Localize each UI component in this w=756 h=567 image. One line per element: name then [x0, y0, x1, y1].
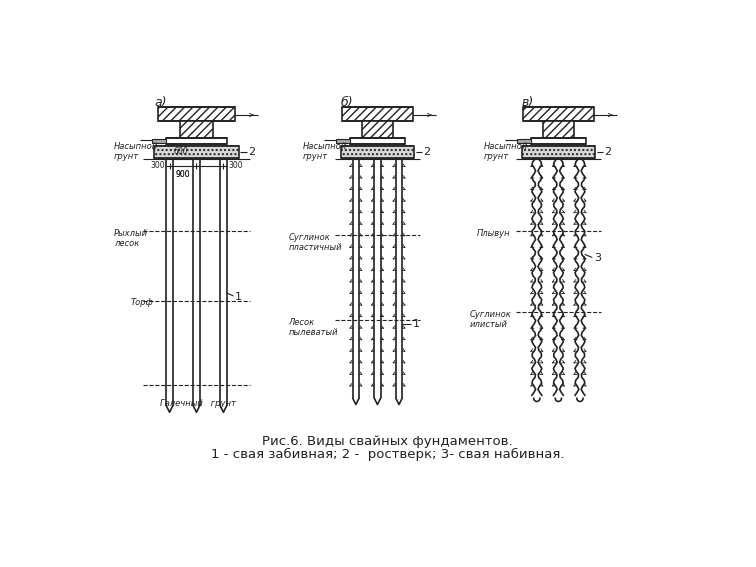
Text: Плывун: Плывун [477, 229, 511, 238]
Text: б): б) [340, 96, 353, 109]
Text: Рыхлый
лесок: Рыхлый лесок [114, 229, 148, 248]
Text: 2: 2 [423, 147, 430, 157]
Bar [543, 121, 574, 138]
Text: 600: 600 [174, 147, 188, 156]
Bar [180, 121, 213, 138]
Bar [341, 146, 414, 158]
Text: Галечный   грунт: Галечный грунт [160, 399, 235, 408]
Text: Суглинок
пластичный: Суглинок пластичный [289, 233, 342, 252]
Bar [517, 139, 531, 143]
Bar [154, 146, 239, 158]
Text: 300: 300 [150, 162, 165, 170]
Text: Насыпной
грунт: Насыпной грунт [302, 142, 346, 162]
Text: в): в) [522, 96, 534, 109]
Bar [531, 138, 586, 144]
Bar [523, 107, 593, 121]
Bar [158, 107, 235, 121]
Bar [166, 138, 228, 144]
Text: 2: 2 [248, 147, 256, 157]
Text: 900: 900 [175, 171, 191, 179]
Text: 3: 3 [593, 253, 601, 263]
Text: 300: 300 [228, 162, 243, 170]
Bar [152, 139, 166, 143]
Text: 1 - свая забивная; 2 -  ростверк; 3- свая набивная.: 1 - свая забивная; 2 - ростверк; 3- свая… [211, 448, 564, 461]
Text: а): а) [154, 96, 166, 109]
Bar [522, 146, 595, 158]
Text: 900: 900 [175, 171, 191, 179]
Bar [362, 121, 392, 138]
Text: 1: 1 [413, 319, 420, 329]
Text: Лесок
пылеватый: Лесок пылеватый [289, 318, 338, 337]
Text: Рис.6. Виды свайных фундаментов.: Рис.6. Виды свайных фундаментов. [262, 435, 513, 448]
Text: 2: 2 [604, 147, 612, 157]
Text: Насыпной
грунт: Насыпной грунт [114, 142, 158, 162]
Text: Суглинок
илистый: Суглинок илистый [469, 310, 511, 329]
Text: Насыпной
грунт: Насыпной грунт [483, 142, 528, 162]
Bar [350, 138, 405, 144]
Bar [342, 107, 413, 121]
Bar [336, 139, 350, 143]
Text: Торф: Торф [131, 298, 153, 307]
Text: 1: 1 [235, 292, 242, 302]
